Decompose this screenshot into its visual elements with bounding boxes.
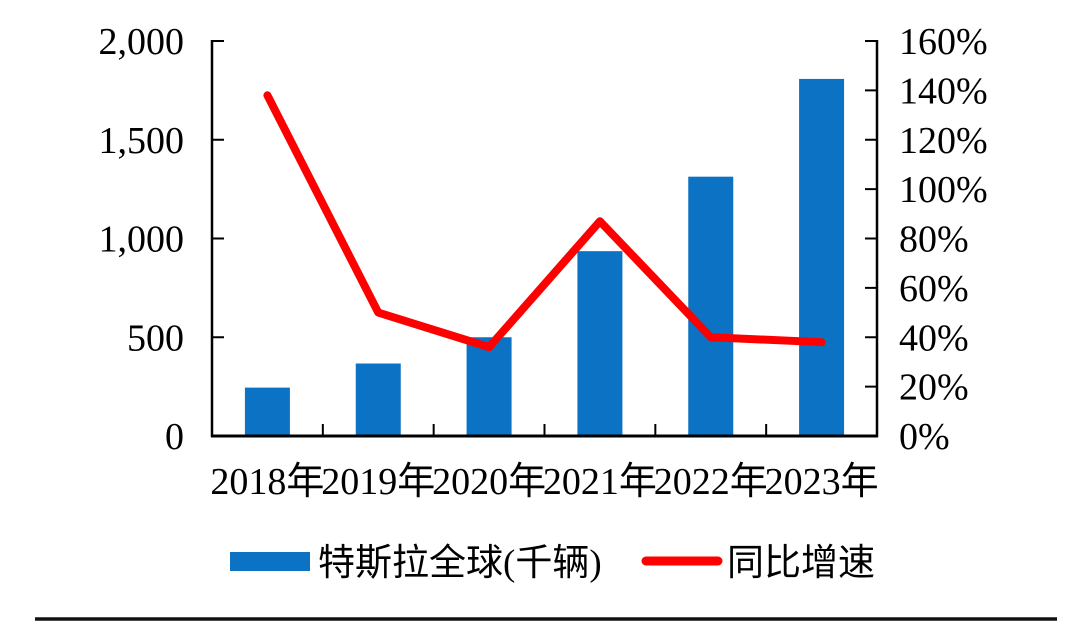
bar-2021年: [577, 251, 623, 436]
x-axis-label: 2023年: [765, 461, 879, 503]
left-axis-label: 2,000: [99, 21, 185, 63]
left-axis-label: 0: [165, 416, 184, 458]
legend-bar-label: 特斯拉全球(千辆): [318, 542, 602, 584]
right-axis-label: 60%: [899, 268, 969, 310]
right-axis-label: 40%: [899, 317, 969, 359]
bar-2019年: [355, 363, 401, 436]
legend-bar-swatch: [230, 552, 310, 571]
legend-line-label: 同比增速: [727, 543, 875, 584]
right-axis-label: 100%: [899, 169, 988, 211]
right-axis-label: 120%: [899, 120, 988, 162]
right-axis-label: 0%: [899, 416, 950, 458]
bar-2022年: [688, 176, 734, 436]
bar-2023年: [799, 78, 845, 437]
right-axis-label: 80%: [899, 219, 969, 261]
x-axis-label: 2019年: [321, 461, 435, 503]
left-axis-label: 1,000: [99, 219, 185, 261]
x-axis-label: 2021年: [543, 461, 657, 503]
legend: 特斯拉全球(千辆) 同比增速: [230, 542, 875, 584]
right-axis-label: 140%: [899, 70, 988, 112]
left-axis-label: 1,500: [99, 120, 185, 162]
bar-2020年: [466, 337, 512, 436]
growth-line: [263, 91, 826, 352]
left-axis-label: 500: [127, 317, 184, 359]
plot-area: 0 500 1,000 1,500 2,000 0% 20% 40% 60% 80% 100% 120…: [99, 21, 988, 503]
x-axis-label: 2018年: [210, 461, 324, 503]
bar-2018年: [244, 387, 290, 436]
right-axis-label: 20%: [899, 367, 969, 409]
right-axis-label: 160%: [899, 21, 988, 63]
x-axis-label: 2020年: [432, 461, 546, 503]
x-axis-label: 2022年: [654, 461, 768, 503]
